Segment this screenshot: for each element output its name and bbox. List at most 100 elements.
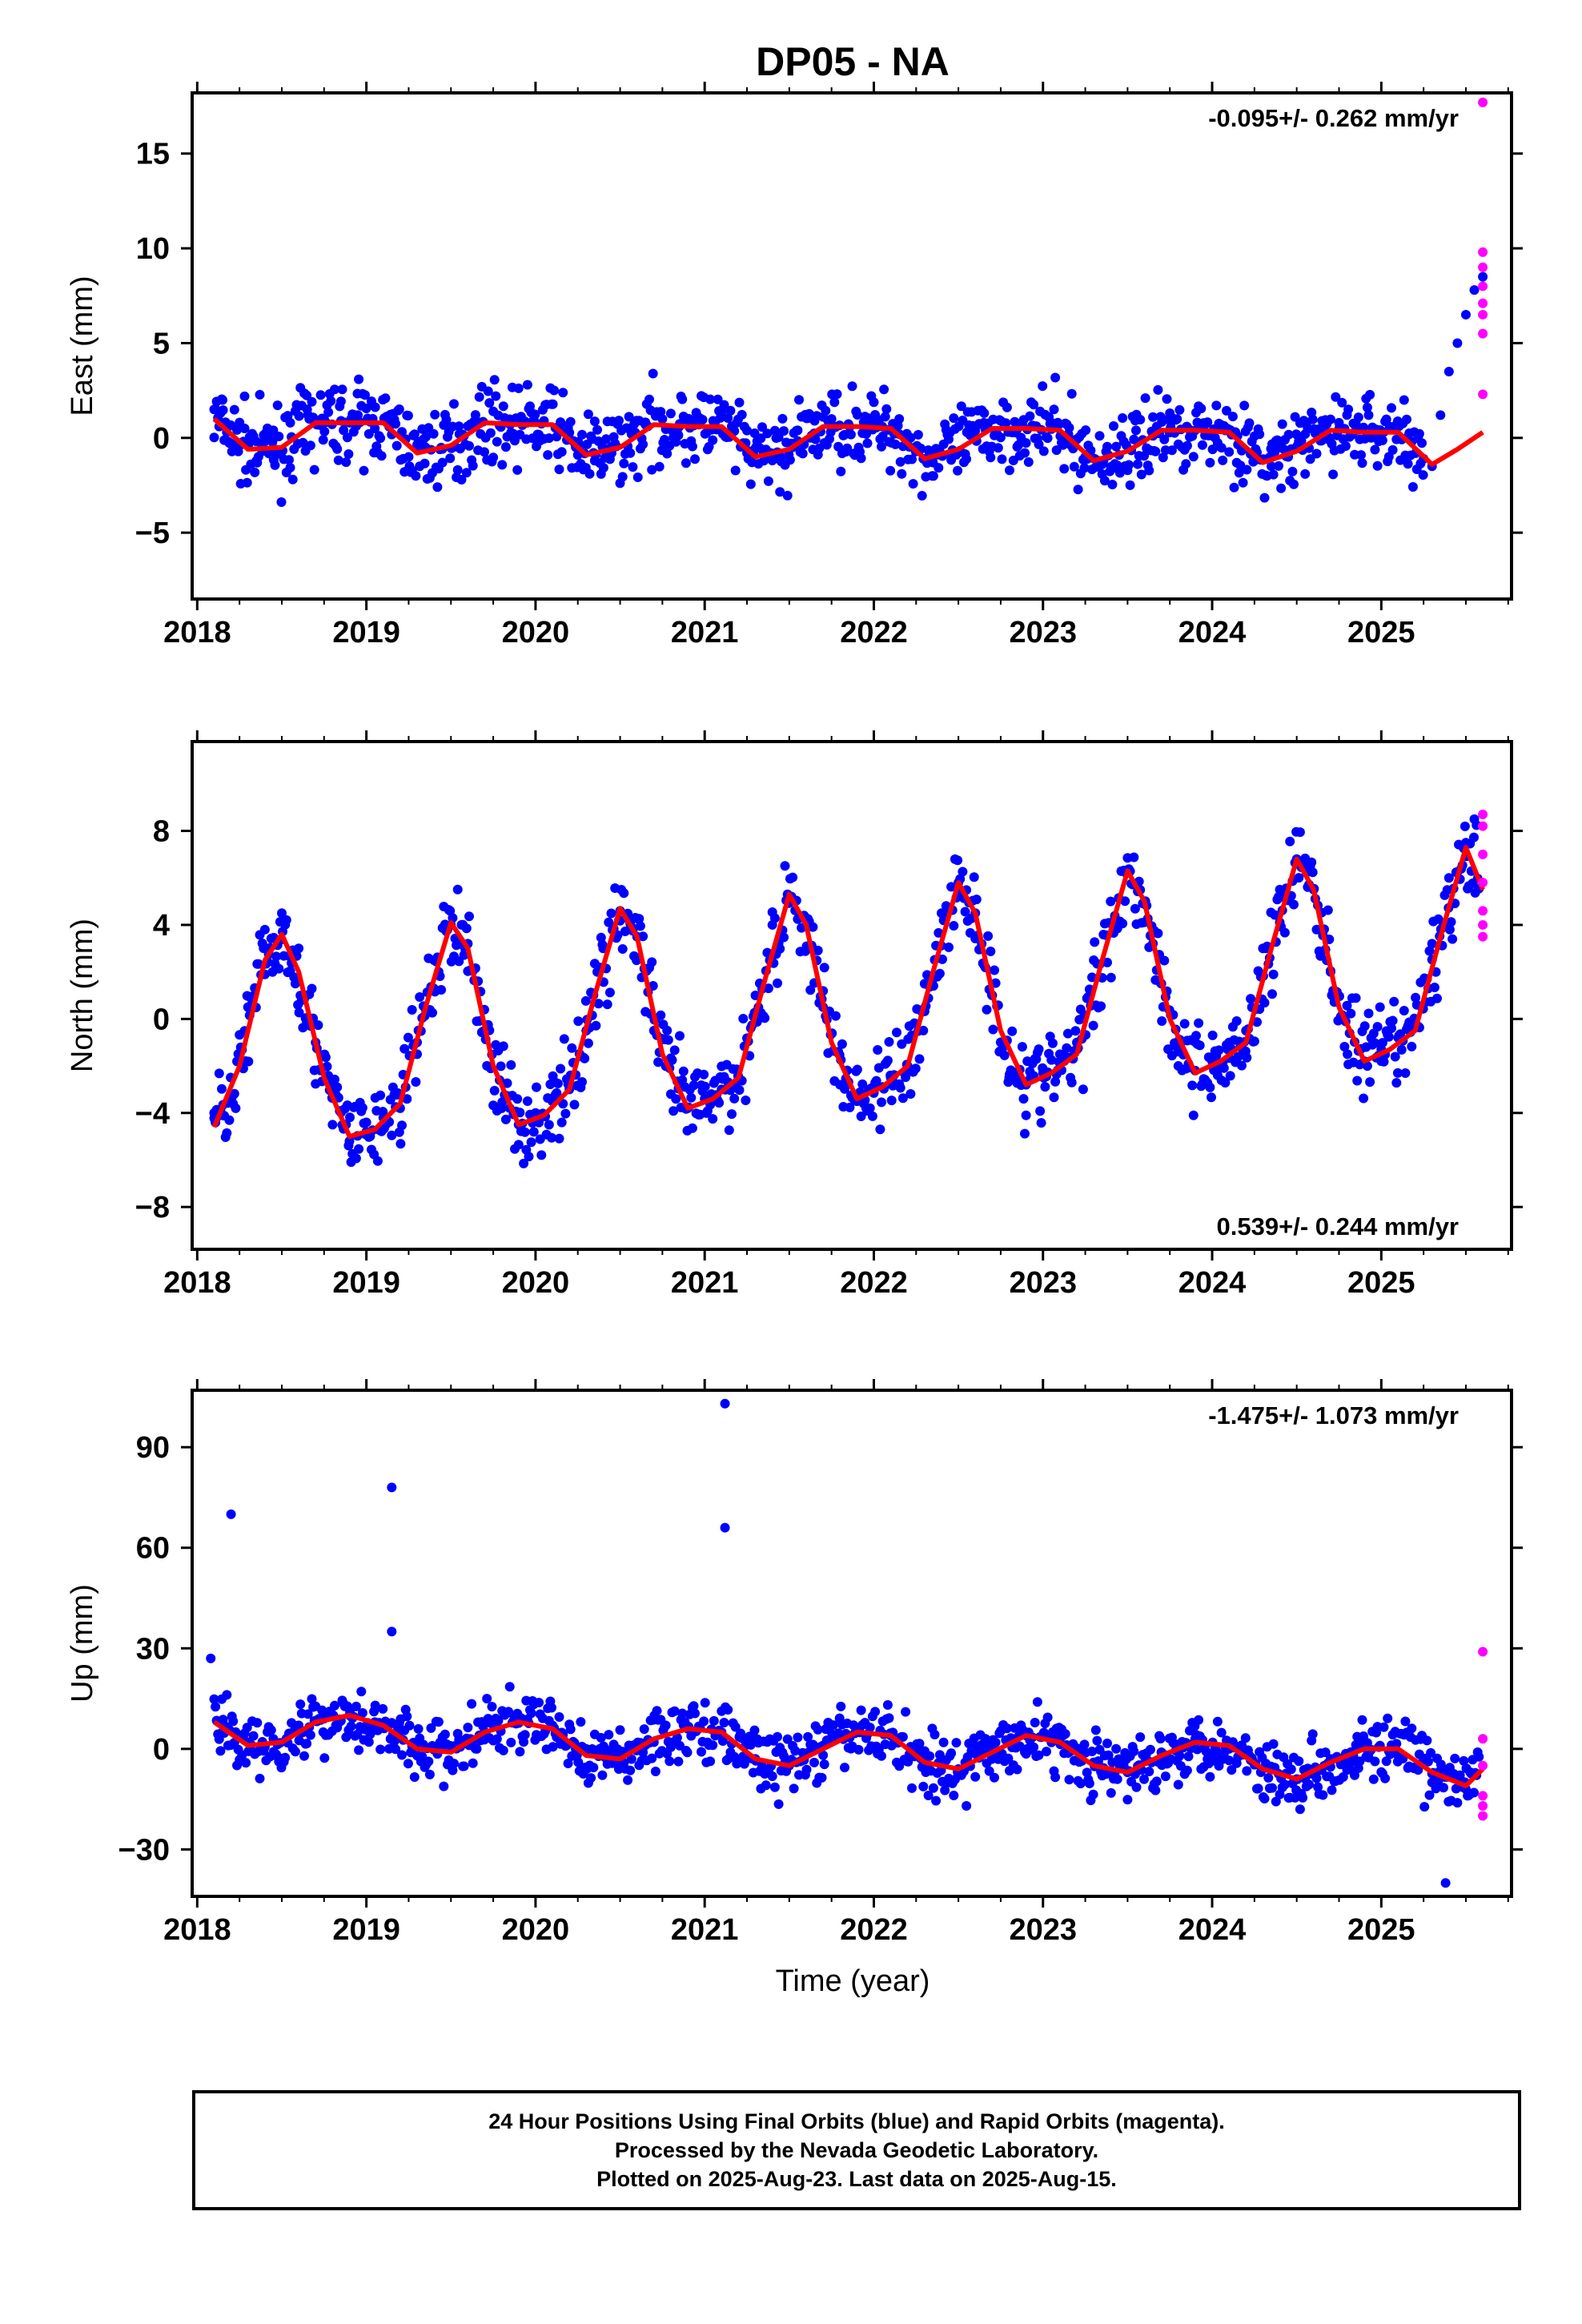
data-point — [934, 968, 945, 979]
data-point — [662, 1025, 673, 1035]
data-point — [498, 1041, 508, 1051]
data-point — [224, 1115, 235, 1125]
data-point — [439, 1781, 449, 1791]
data-point — [1350, 1770, 1359, 1780]
data-point — [391, 440, 402, 451]
data-point — [897, 1731, 908, 1742]
data-point — [322, 1061, 332, 1072]
data-point — [1424, 1790, 1435, 1800]
data-point — [241, 1758, 251, 1768]
data-point — [606, 908, 616, 919]
data-point — [552, 1079, 563, 1088]
data-point — [472, 1743, 482, 1754]
final-orbit-point — [1460, 838, 1471, 848]
final-orbit-point — [294, 943, 304, 954]
data-point — [780, 861, 790, 871]
data-point — [1139, 1774, 1149, 1784]
rapid-orbit-point — [1478, 247, 1488, 257]
data-point — [1050, 1076, 1061, 1087]
data-point — [502, 1078, 512, 1088]
data-point — [1270, 910, 1280, 920]
data-point — [534, 1698, 544, 1707]
data-point — [1318, 1790, 1328, 1800]
data-point — [1363, 1008, 1374, 1019]
figure-title: DP05 - NA — [756, 39, 950, 84]
data-point — [1229, 482, 1239, 493]
data-point — [1377, 435, 1387, 445]
data-point — [1212, 1716, 1223, 1727]
rapid-orbit-point — [1478, 906, 1488, 916]
data-point — [1094, 431, 1105, 441]
data-point — [1372, 460, 1383, 471]
data-point — [1017, 1042, 1027, 1052]
data-point — [730, 1722, 741, 1732]
data-point — [565, 1724, 576, 1735]
data-point — [441, 415, 452, 425]
final-orbit-point — [995, 416, 1006, 426]
data-point — [449, 399, 459, 409]
data-point — [436, 985, 447, 995]
final-orbit-point — [1300, 429, 1311, 440]
data-point — [828, 1720, 838, 1731]
x-tick-label: 2018 — [163, 616, 231, 649]
data-point — [1034, 439, 1044, 449]
data-point — [856, 453, 866, 464]
data-point — [1030, 1718, 1040, 1727]
data-point — [970, 1771, 981, 1782]
data-point — [673, 1756, 684, 1767]
data-point — [1150, 446, 1161, 456]
data-point — [1259, 493, 1270, 503]
data-point — [284, 455, 294, 465]
data-point — [832, 389, 842, 400]
data-point — [1040, 1082, 1050, 1092]
rate-label-up: -1.475+/- 1.073 mm/yr — [1208, 1401, 1459, 1429]
final-orbit-point — [708, 416, 718, 426]
data-point — [512, 464, 523, 475]
data-point — [1130, 903, 1140, 914]
data-point — [1259, 1794, 1270, 1803]
data-point — [290, 1747, 300, 1757]
data-point — [699, 1716, 709, 1727]
data-point — [1323, 905, 1333, 915]
data-point — [403, 1032, 413, 1043]
data-point — [1439, 1783, 1448, 1793]
data-point — [614, 416, 624, 426]
final-orbit-point — [259, 924, 270, 935]
data-point — [914, 1739, 925, 1749]
y-tick-label: 5 — [153, 327, 170, 360]
final-orbit-point — [1427, 1777, 1437, 1787]
data-point — [1426, 1747, 1436, 1758]
data-point — [554, 1133, 564, 1144]
final-orbit-point — [776, 452, 786, 462]
data-point — [995, 432, 1006, 443]
data-point — [560, 1108, 571, 1119]
data-point — [908, 479, 918, 489]
data-point — [653, 1057, 664, 1068]
data-point — [528, 1127, 539, 1137]
data-point — [302, 1739, 312, 1749]
data-point — [586, 1773, 596, 1783]
data-point — [882, 1700, 893, 1710]
data-point — [468, 460, 478, 471]
data-point — [464, 440, 474, 451]
data-point — [1157, 1016, 1167, 1026]
data-point — [667, 1055, 677, 1065]
data-point — [1381, 414, 1391, 424]
data-point — [307, 983, 317, 994]
data-point — [433, 1717, 444, 1727]
data-point — [413, 1723, 424, 1734]
data-point — [1413, 1765, 1423, 1775]
final-orbit-point — [1046, 417, 1057, 428]
data-point — [1357, 458, 1367, 468]
data-point — [526, 1137, 536, 1148]
data-point — [949, 413, 959, 424]
data-point — [1133, 459, 1143, 469]
data-point — [492, 1734, 502, 1744]
rate-label-north: 0.539+/- 0.244 mm/yr — [1217, 1212, 1459, 1240]
data-point — [1375, 1002, 1385, 1012]
data-point — [319, 426, 330, 436]
data-point — [1218, 455, 1228, 465]
data-point — [332, 1082, 343, 1092]
data-point — [1021, 438, 1031, 448]
